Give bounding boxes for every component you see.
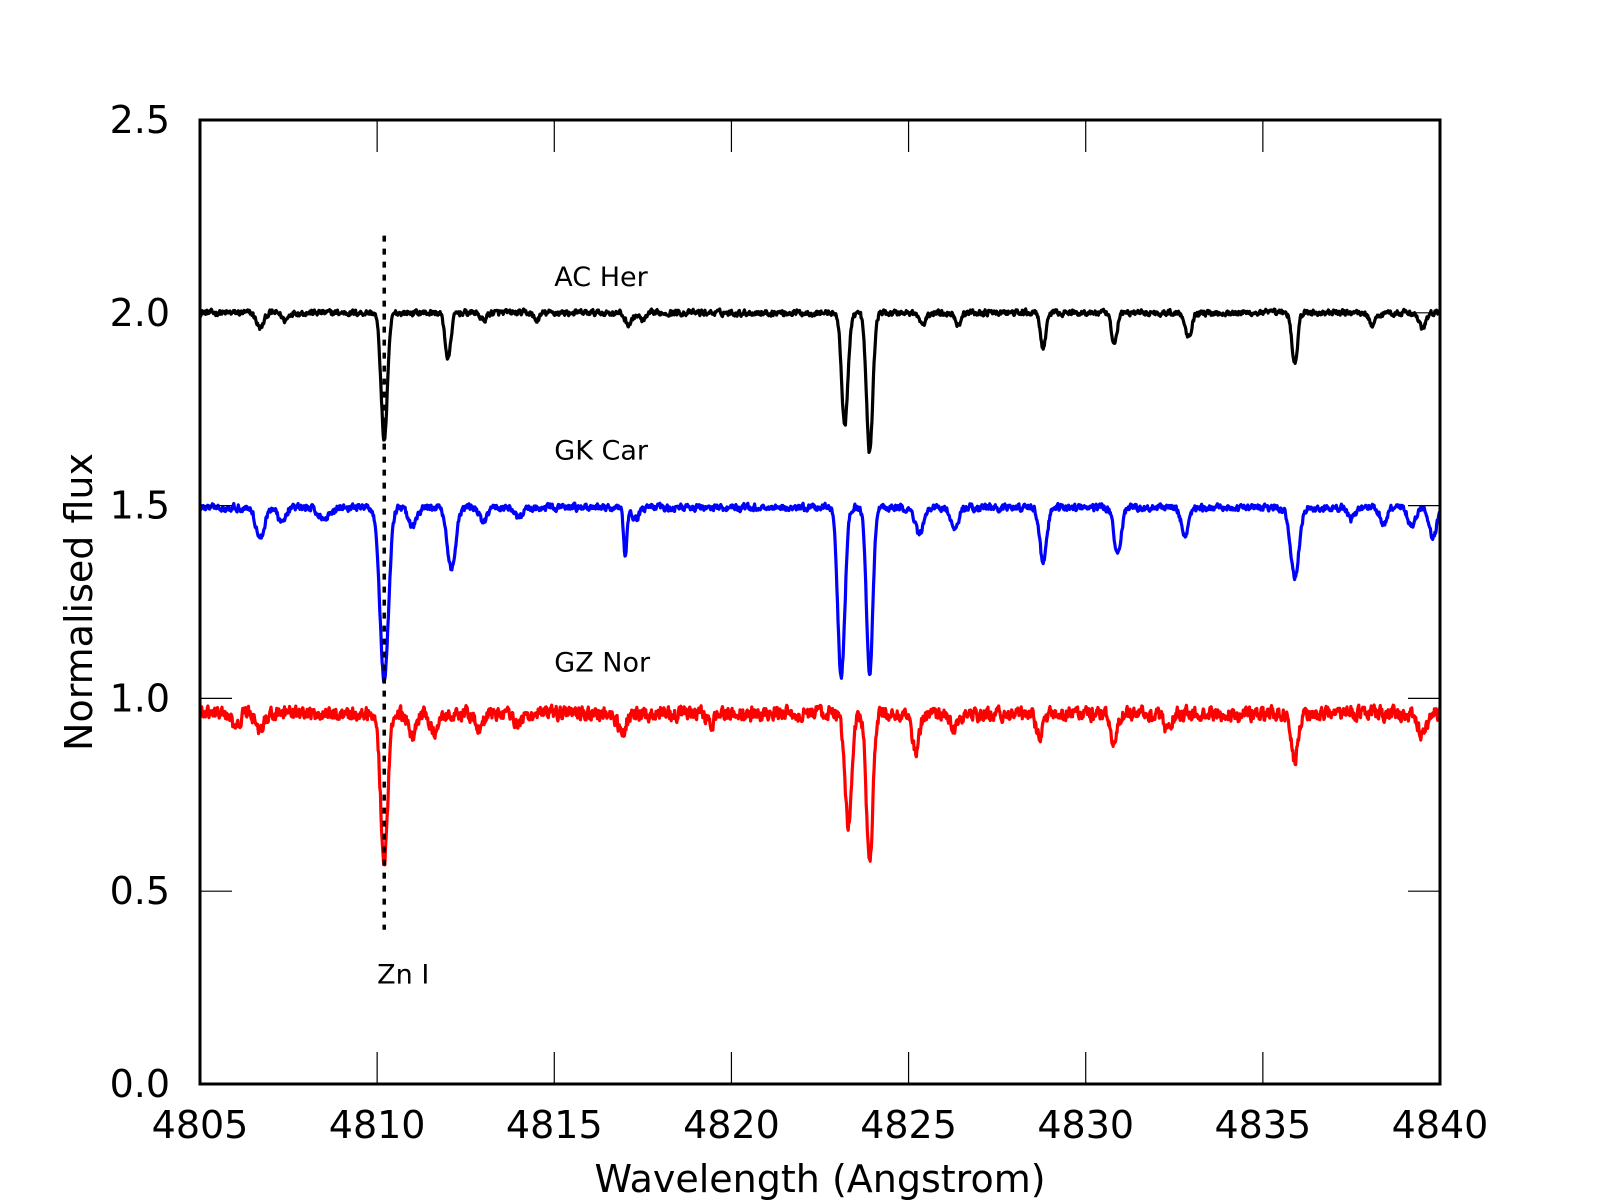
series-ac-her bbox=[198, 307, 1442, 454]
series-gk-car bbox=[199, 501, 1442, 684]
y-axis-label: Normalised flux bbox=[57, 453, 101, 751]
y-tick-label: 0.0 bbox=[110, 1062, 170, 1106]
series-gz-nor bbox=[198, 703, 1442, 867]
x-tick-label: 4830 bbox=[1037, 1103, 1134, 1147]
y-tick-label: 2.5 bbox=[110, 98, 170, 142]
series-layer bbox=[198, 307, 1442, 867]
x-tick-label: 4805 bbox=[152, 1103, 249, 1147]
annotations: AC Her GK Car GZ Nor Zn I bbox=[377, 262, 651, 991]
y-tick-label: 2.0 bbox=[110, 291, 170, 335]
x-tick-label: 4810 bbox=[329, 1103, 426, 1147]
y-tick-label: 1.0 bbox=[110, 676, 170, 720]
plot-frame bbox=[198, 118, 1442, 1086]
y-tick-label: 1.5 bbox=[110, 484, 170, 528]
annotation-gz-nor: GZ Nor bbox=[554, 647, 651, 678]
x-tick-label: 4815 bbox=[506, 1103, 603, 1147]
annotation-zn-i: Zn I bbox=[377, 960, 429, 991]
x-axis-label: Wavelength (Angstrom) bbox=[594, 1157, 1045, 1200]
x-tick-label: 4820 bbox=[683, 1103, 780, 1147]
x-tick-label: 4825 bbox=[860, 1103, 957, 1147]
x-tick-label: 4835 bbox=[1214, 1103, 1311, 1147]
y-tick-label: 0.5 bbox=[110, 869, 170, 913]
annotation-gk-car: GK Car bbox=[554, 435, 649, 466]
annotation-ac-her: AC Her bbox=[554, 262, 648, 293]
axis-ticks: 4805 4810 4815 4820 4825 4830 4835 4840 0.0 0.5 1.… bbox=[110, 98, 1489, 1147]
x-tick-label: 4840 bbox=[1392, 1103, 1489, 1147]
